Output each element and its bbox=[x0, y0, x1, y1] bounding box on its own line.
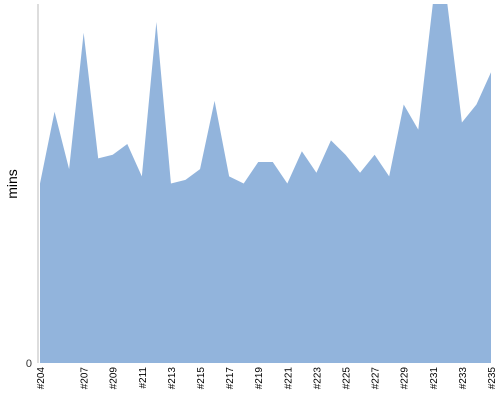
x-tick-label: #209 bbox=[109, 367, 120, 390]
area-series bbox=[40, 4, 491, 363]
y-axis-ticks: 0 bbox=[26, 358, 32, 370]
x-tick-label: #207 bbox=[80, 367, 91, 390]
x-tick-label: #223 bbox=[312, 367, 323, 390]
x-tick-label: #225 bbox=[342, 367, 353, 390]
x-tick-label: #233 bbox=[458, 367, 469, 390]
x-tick-label: #215 bbox=[196, 367, 207, 390]
x-tick-label: #217 bbox=[225, 367, 236, 390]
plot-area bbox=[40, 4, 491, 363]
y-tick-label: 0 bbox=[26, 358, 32, 370]
y-axis-label: mins bbox=[4, 169, 20, 199]
x-tick-label: #221 bbox=[283, 367, 294, 390]
x-tick-label: #204 bbox=[36, 367, 47, 390]
x-tick-label: #235 bbox=[487, 367, 498, 390]
x-axis-ticks: #204 #207 #209 #211 #213 #215 #217 #219 #221 #223… bbox=[36, 367, 498, 390]
x-tick-label: #219 bbox=[254, 367, 265, 390]
x-tick-label: #213 bbox=[167, 367, 178, 390]
x-tick-label: #229 bbox=[400, 367, 411, 390]
x-tick-label: #227 bbox=[371, 367, 382, 390]
x-tick-label: #211 bbox=[138, 367, 149, 389]
x-tick-label: #231 bbox=[429, 367, 440, 390]
